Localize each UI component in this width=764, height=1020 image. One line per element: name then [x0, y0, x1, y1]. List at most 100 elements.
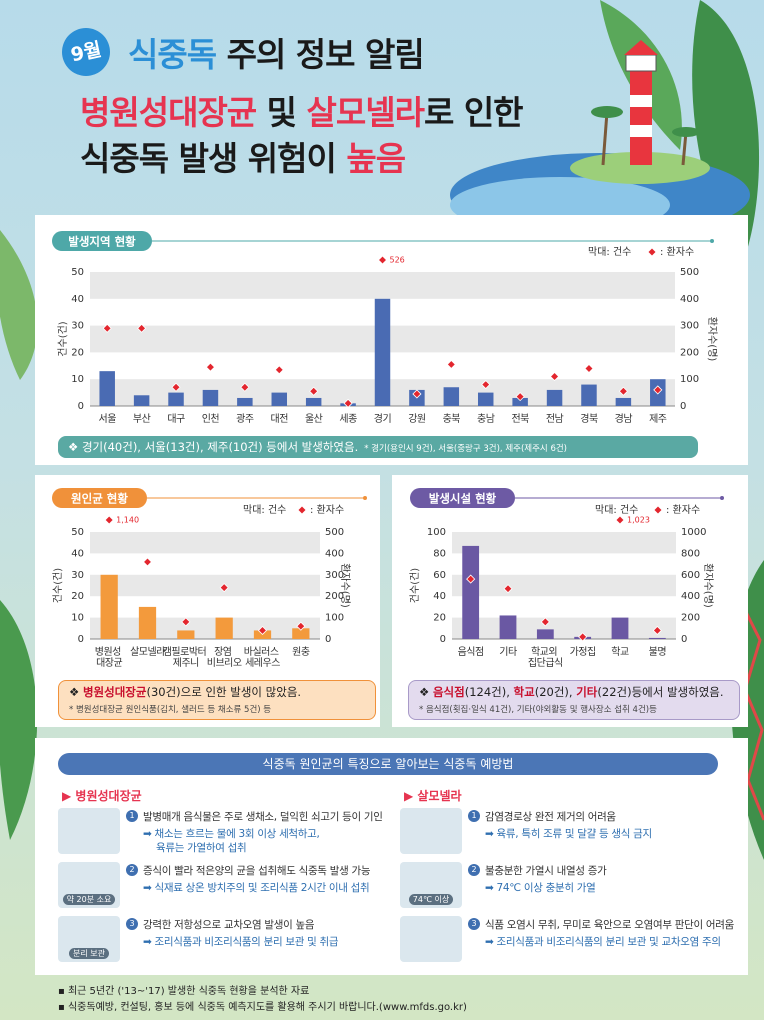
y-axis-title: 건수(건): [57, 321, 69, 357]
marker: [205, 362, 216, 372]
chart-note: ❖ 경기(40건), 서울(13건), 제주(10건) 등에서 발생하였음. * …: [58, 436, 698, 458]
x-tick-label: 광주: [236, 413, 254, 425]
x-tick-label: 음식점: [458, 646, 484, 658]
y-tick-label: 0: [440, 634, 446, 645]
y2-tick-label: 400: [325, 548, 344, 559]
leaf: [0, 230, 38, 380]
marker: [137, 323, 147, 333]
column-title: 살모넬라: [404, 787, 461, 804]
column-title: 병원성대장균: [62, 787, 141, 804]
item-number: 3: [468, 918, 480, 930]
marker: [652, 625, 662, 636]
marker: [503, 584, 513, 594]
marker: [578, 632, 588, 642]
note-part: 학교: [513, 685, 535, 699]
bar: [292, 628, 310, 639]
palm: [601, 111, 609, 166]
item-text: 감염경로상 완전 제거의 어려움: [485, 811, 616, 823]
marker: [515, 392, 525, 402]
section-rule-end: [720, 496, 724, 500]
icon-label: 74℃ 이상: [408, 894, 454, 905]
legend-label: : 환자수: [310, 504, 344, 516]
legend-marker: [648, 248, 656, 256]
marker: [219, 583, 229, 593]
note-sub: * 경기(용인시 9건), 서울(중랑구 3건), 제주(제주시 6건): [364, 444, 567, 454]
marker: [466, 574, 476, 584]
grid-band: [452, 617, 676, 639]
headline-part: 및: [256, 93, 307, 132]
section-pill: [52, 488, 147, 508]
palm-leaf: [672, 127, 700, 137]
lighthouse-roof: [624, 40, 658, 55]
note-part: (124건),: [464, 685, 514, 699]
headline-part: 주의 정보 알림: [216, 35, 425, 74]
island: [570, 152, 710, 184]
legend-label: 막대: 건수: [595, 504, 638, 516]
y2-tick-label: 0: [680, 401, 686, 412]
y-tick-label: 10: [71, 374, 84, 385]
y2-tick-label: 1000: [681, 527, 706, 538]
note-part: 음식점: [432, 685, 465, 699]
headline-part: 높음: [346, 139, 406, 178]
y-tick-label: 30: [71, 570, 84, 581]
bar: [138, 606, 157, 639]
x-tick-label: 살모넬라: [130, 646, 165, 658]
y-tick-label: 20: [433, 613, 446, 624]
x-tick-label: 전남: [546, 413, 564, 425]
headline-part: 살모넬라: [306, 93, 425, 132]
bar: [100, 574, 118, 639]
x-tick-label: 인천: [202, 413, 220, 425]
marker: [181, 617, 191, 627]
section-title: 원인균 현황: [71, 492, 128, 506]
y-axis-title: 건수(건): [52, 568, 64, 604]
x-tick-label: 기타: [499, 646, 517, 658]
y-tick-label: 40: [433, 591, 446, 602]
y2-tick-label: 400: [681, 591, 700, 602]
item-text: 강력한 저항성으로 교차오염 발생이 높음: [143, 919, 315, 931]
y2-tick-label: 0: [681, 634, 687, 645]
x-tick-label: 병원성 대장균: [95, 646, 124, 669]
bar: [305, 397, 322, 406]
note-part: (20건),: [534, 685, 577, 699]
y2-tick-label: 500: [680, 267, 699, 278]
y2-axis-title: 환자수(명): [706, 317, 718, 362]
x-tick-label: 경기: [374, 412, 391, 425]
bar: [374, 298, 391, 406]
y2-tick-label: 500: [325, 527, 344, 538]
grid-band: [452, 574, 676, 597]
coral: [738, 599, 764, 821]
badge: [62, 28, 110, 76]
y-tick-label: 50: [71, 267, 84, 278]
headline-part: 병원성대장균: [80, 93, 257, 132]
note-sub: * 병원성대장균 원인식품(김치, 샐러드 등 채소류 5건) 등: [69, 705, 272, 715]
x-tick-label: 제주: [649, 413, 667, 425]
marker: [171, 382, 181, 392]
y-tick-label: 100: [427, 527, 446, 538]
headline: 식중독 주의 정보 알림: [128, 28, 425, 76]
note-sub: * 음식점(횟집·일식 41건), 기타(야외활동 및 행사장소 섭취 4건)등: [419, 705, 657, 715]
y-axis-title: 건수(건): [409, 568, 421, 604]
icon-label: 분리 보관: [69, 948, 109, 959]
marker: [104, 515, 114, 525]
note-line: ❖ 병원성대장균(30건)으로 인한 발생이 많았음.: [69, 684, 365, 700]
y-tick-label: 50: [71, 527, 84, 538]
grid-band: [452, 532, 676, 554]
footnote: 최근 5년간 ('13~'17) 발생한 식중독 현황을 분석한 자료: [58, 982, 309, 997]
x-tick-label: 세종: [339, 413, 357, 425]
x-tick-label: 충북: [443, 413, 461, 425]
marker: [549, 371, 560, 382]
item-tip: 조리식품과 비조리식품의 분리 보관 및 취급: [143, 934, 339, 949]
marker: [274, 365, 284, 375]
y2-tick-label: 400: [680, 294, 699, 305]
y2-axis-title: 환자수(명): [702, 563, 714, 608]
icon: [58, 808, 120, 854]
y-tick-label: 20: [71, 591, 84, 602]
section-title: 발생지역 현황: [68, 235, 136, 249]
marker: [142, 557, 153, 567]
item-number: 3: [126, 918, 138, 930]
bar: [271, 392, 288, 406]
palm: [681, 131, 688, 166]
bar: [99, 371, 115, 406]
item-number: 1: [468, 810, 480, 822]
